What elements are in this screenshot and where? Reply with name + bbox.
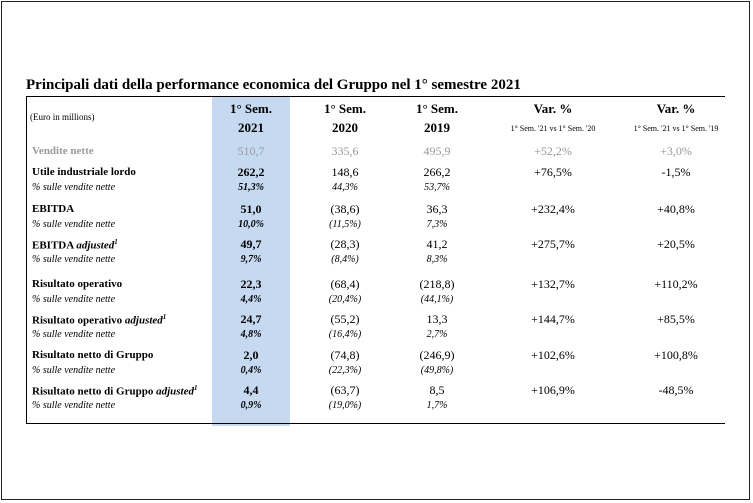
row-value: 266,2 xyxy=(423,165,451,179)
row-value: 495,9 xyxy=(423,144,451,158)
row-value: 51,0 xyxy=(240,202,262,216)
header-var20-line2: 1° Sem. '21 vs 1° Sem. '20 xyxy=(510,124,596,133)
pct-value: 44,3% xyxy=(332,182,358,193)
header-2019-line1: 1° Sem. xyxy=(415,101,459,116)
header-2021-line1: 1° Sem. xyxy=(229,101,273,116)
pct-value: (20,4%) xyxy=(328,294,362,305)
row-value: (218,8) xyxy=(419,277,455,291)
row-value: +100,8% xyxy=(654,348,698,362)
row-label: Vendite nette xyxy=(32,145,94,157)
table-left-rule xyxy=(26,96,27,424)
table-title: Principali dati della performance econom… xyxy=(26,77,521,93)
row-label: Risultato operativo xyxy=(32,278,123,290)
pct-value: (19,0%) xyxy=(328,400,362,411)
pct-value: 10,0% xyxy=(238,219,264,230)
row-value: -1,5% xyxy=(661,165,691,179)
row-value: 49,7 xyxy=(240,237,262,251)
row-label: Risultato netto di Gruppo xyxy=(32,349,154,361)
row-value: 41,2 xyxy=(426,237,448,251)
pct-value: 51,3% xyxy=(238,182,264,193)
row-value: 2,0 xyxy=(243,348,259,362)
pct-value: 8,3% xyxy=(426,254,448,265)
pct-label: % sulle vendite nette xyxy=(32,329,116,340)
pct-label: % sulle vendite nette xyxy=(32,400,116,411)
header-2020-line1: 1° Sem. xyxy=(323,101,367,116)
pct-value: 2,7% xyxy=(426,329,448,340)
header-var19-line2: 1° Sem. '21 vs 1° Sem. '19 xyxy=(633,124,719,133)
row-value: 262,2 xyxy=(237,165,265,179)
pct-value: (8,4%) xyxy=(331,254,359,265)
row-value: 8,5 xyxy=(429,383,445,397)
row-value: +102,6% xyxy=(531,348,575,362)
pct-label: % sulle vendite nette xyxy=(32,365,116,376)
row-value: +52,2% xyxy=(534,144,572,158)
row-value: -48,5% xyxy=(658,383,694,397)
row-value: 335,6 xyxy=(331,144,359,158)
header-2021-line2: 2021 xyxy=(238,120,264,135)
row-value: 13,3 xyxy=(426,312,448,326)
row-value: (28,3) xyxy=(330,237,360,251)
pct-value: 0,9% xyxy=(240,400,262,411)
pct-value: (16,4%) xyxy=(328,329,362,340)
pct-value: 0,4% xyxy=(240,365,262,376)
pct-value: (22,3%) xyxy=(328,365,362,376)
row-value: 24,7 xyxy=(240,312,262,326)
pct-value: 9,7% xyxy=(240,254,262,265)
header-var19-line1: Var. % xyxy=(656,101,696,116)
row-label: EBITDA xyxy=(32,203,75,215)
header-var20-line1: Var. % xyxy=(533,101,573,116)
header-2019-line2: 2019 xyxy=(424,120,450,135)
pct-value: 4,4% xyxy=(240,294,262,305)
row-value: +110,2% xyxy=(654,277,698,291)
row-value: (55,2) xyxy=(330,312,360,326)
row-label: Utile industriale lordo xyxy=(32,166,136,178)
row-value: (246,9) xyxy=(419,348,455,362)
row-label: EBITDA adjusted1 xyxy=(32,238,118,252)
row-value: +144,7% xyxy=(531,312,575,326)
row-value: 36,3 xyxy=(426,202,448,216)
row-value: +40,8% xyxy=(657,202,695,216)
row-value: (38,6) xyxy=(330,202,360,216)
pct-value: 4,8% xyxy=(240,329,262,340)
row-value: +3,0% xyxy=(660,144,692,158)
row-value: 148,6 xyxy=(331,165,359,179)
pct-value: (11,5%) xyxy=(329,219,361,230)
row-value: 510,7 xyxy=(237,144,265,158)
pct-value: 7,3% xyxy=(426,219,448,230)
row-value: 4,4 xyxy=(243,383,259,397)
row-value: +232,4% xyxy=(531,202,575,216)
pct-value: (49,8%) xyxy=(420,365,454,376)
pct-label: % sulle vendite nette xyxy=(32,294,116,305)
row-value: +85,5% xyxy=(657,312,695,326)
unit-label: (Euro in millions) xyxy=(30,112,95,122)
table-top-rule xyxy=(26,96,725,97)
row-label: Risultato operativo adjusted1 xyxy=(32,313,167,327)
pct-value: 1,7% xyxy=(426,400,448,411)
row-label: Risultato netto di Gruppo adjusted1 xyxy=(32,384,198,398)
row-value: 22,3 xyxy=(240,277,262,291)
pct-label: % sulle vendite nette xyxy=(32,254,116,265)
row-value: +20,5% xyxy=(657,237,695,251)
table-bottom-rule xyxy=(26,423,725,424)
row-value: +132,7% xyxy=(531,277,575,291)
pct-label: % sulle vendite nette xyxy=(32,182,116,193)
row-value: +275,7% xyxy=(531,237,575,251)
row-value: (63,7) xyxy=(330,383,360,397)
current-period-highlight xyxy=(212,97,290,426)
header-2020-line2: 2020 xyxy=(332,120,358,135)
pct-value: (44,1%) xyxy=(420,294,454,305)
row-value: (68,4) xyxy=(330,277,360,291)
row-value: (74,8) xyxy=(330,348,360,362)
row-value: +106,9% xyxy=(531,383,575,397)
pct-label: % sulle vendite nette xyxy=(32,219,116,230)
row-value: +76,5% xyxy=(534,165,572,179)
pct-value: 53,7% xyxy=(424,182,450,193)
